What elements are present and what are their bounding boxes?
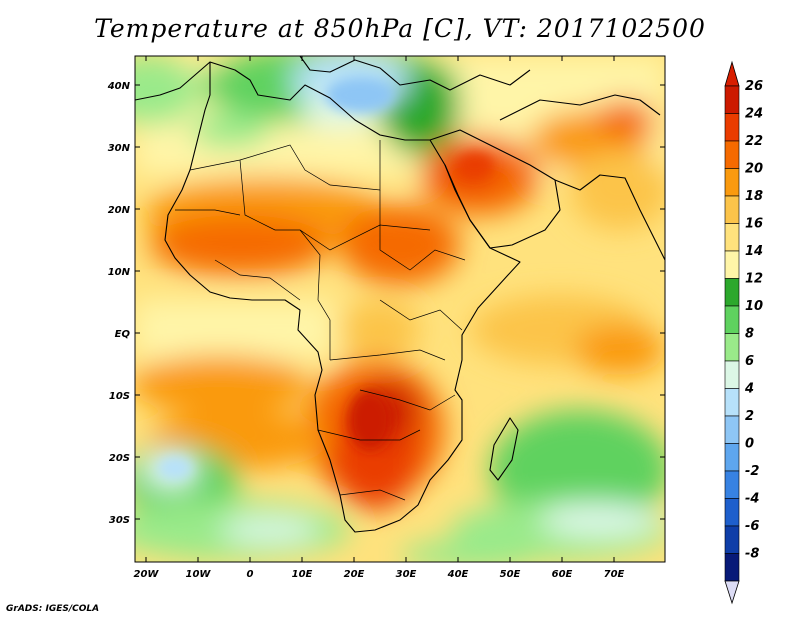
map-title: Temperature at 850hPa [C], VT: 201710250… [94, 14, 706, 43]
colorbar-swatch [724, 113, 740, 142]
colorbar [724, 60, 740, 605]
colorbar-label: -2 [745, 464, 759, 479]
lat-label: 40N [107, 81, 131, 92]
colorbar-label: 14 [745, 244, 763, 259]
colorbar-swatch [724, 85, 740, 114]
lon-label: 30E [396, 569, 417, 580]
colorbar-bottom-arrow [724, 580, 740, 605]
lon-label: 40E [447, 569, 469, 580]
colorbar-label: -6 [745, 519, 759, 534]
colorbar-swatch [724, 278, 740, 307]
colorbar-label: 22 [745, 134, 763, 149]
lon-label: 0 [247, 569, 254, 580]
grads-credit: GrADS: IGES/COLA [6, 604, 100, 614]
colorbar-label: 18 [745, 189, 763, 204]
colorbar-label: -4 [745, 492, 759, 507]
lon-label: 20E [344, 569, 365, 580]
colorbar-label: 10 [745, 299, 763, 314]
lon-label: 70E [604, 569, 625, 580]
coastlines [135, 56, 665, 533]
lon-label: 10W [186, 569, 212, 580]
colorbar-label: 8 [745, 327, 754, 342]
lat-label: 30N [108, 143, 131, 154]
colorbar-swatch [724, 305, 740, 334]
colorbar-swatch [724, 360, 740, 389]
colorbar-swatch [724, 553, 740, 582]
colorbar-label: 6 [745, 354, 754, 369]
colorbar-swatch [724, 525, 740, 554]
colorbar-label: 24 [745, 107, 763, 122]
colorbar-swatch [724, 415, 740, 444]
colorbar-label: 12 [745, 272, 763, 287]
colorbar-label: 0 [745, 437, 754, 452]
plot-frame [134, 55, 666, 563]
colorbar-label: 26 [745, 79, 763, 94]
lat-label: 10N [108, 267, 131, 278]
lat-label: 10S [109, 391, 130, 402]
colorbar-label: 4 [744, 382, 754, 397]
lat-label: 20N [108, 205, 131, 216]
colorbar-top-arrow [724, 60, 740, 87]
lon-label: 20W [134, 569, 160, 580]
colorbar-swatch [724, 333, 740, 362]
temperature-field [135, 56, 665, 562]
colorbar-swatch [724, 195, 740, 224]
latitude-labels: 40N 30N 20N 10N EQ 10S 20S 30S [107, 81, 131, 526]
lon-label: 60E [552, 569, 573, 580]
colorbar-label: 2 [745, 409, 754, 424]
colorbar-label: 16 [745, 217, 763, 232]
lon-label: 10E [292, 569, 313, 580]
colorbar-swatch [724, 443, 740, 472]
colorbar-swatch [724, 223, 740, 252]
axis-ticks [135, 56, 665, 562]
colorbar-swatch [724, 140, 740, 169]
longitude-labels: 20W 10W 0 10E 20E 30E 40E 50E 60E 70E [134, 569, 625, 580]
lat-label: 20S [109, 453, 130, 464]
lat-label: 30S [109, 515, 130, 526]
colorbar-swatch [724, 250, 740, 279]
lon-label: 50E [500, 569, 521, 580]
colorbar-swatch [724, 168, 740, 197]
colorbar-swatch [724, 470, 740, 499]
colorbar-swatch [724, 498, 740, 527]
colorbar-label: -8 [745, 547, 759, 562]
country-borders [175, 140, 466, 501]
lat-label: EQ [115, 329, 131, 340]
colorbar-label: 20 [745, 162, 763, 177]
colorbar-swatch [724, 388, 740, 417]
